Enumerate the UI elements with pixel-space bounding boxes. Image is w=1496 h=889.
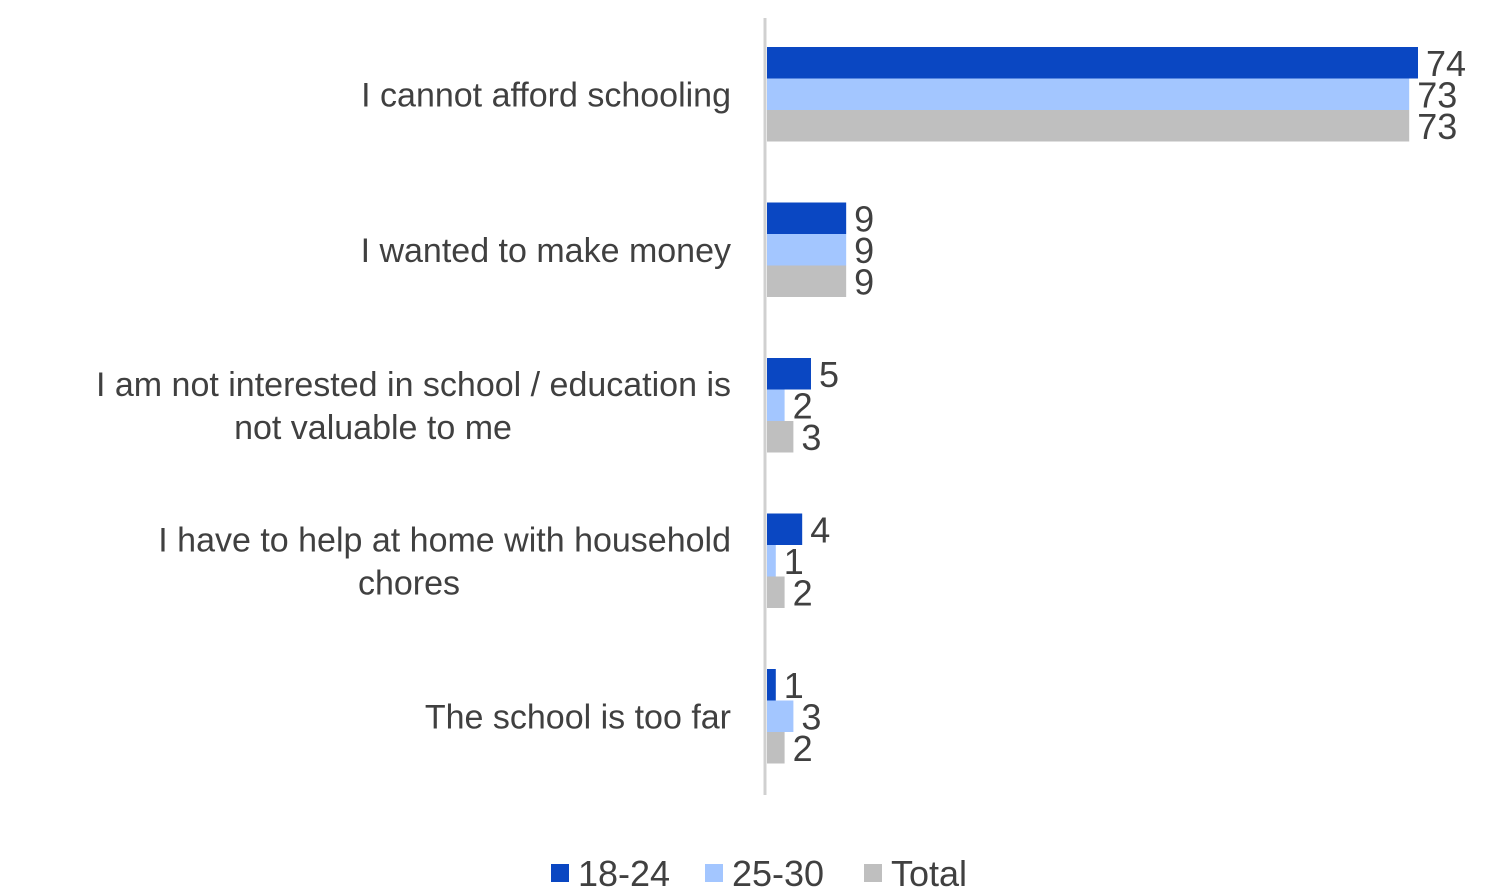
bar-total-4 [767, 732, 785, 764]
value-label: 9 [854, 230, 874, 271]
category-label: I have to help at home with household [158, 521, 731, 559]
category-label: not valuable to me [234, 409, 512, 447]
legend-swatch-25-30 [705, 864, 723, 882]
legend-label: Total [891, 853, 967, 889]
bar-18-24-3 [767, 513, 803, 545]
value-label: 73 [1417, 106, 1457, 147]
value-label: 73 [1417, 74, 1457, 115]
value-label: 2 [793, 385, 813, 426]
category-labels-group: I cannot afford schooling I wanted to mak… [96, 76, 731, 736]
value-label: 3 [801, 696, 821, 737]
legend-label: 18-24 [578, 853, 670, 889]
value-label: 5 [819, 354, 839, 395]
legend-swatch-18-24 [551, 864, 569, 882]
bar-18-24-4 [767, 669, 776, 701]
bar-25-30-3 [767, 545, 776, 577]
value-label: 9 [854, 261, 874, 302]
bar-total-2 [767, 421, 794, 453]
bar-25-30-4 [767, 700, 794, 732]
legend: 18-24 25-30 Total [551, 853, 967, 889]
value-label: 4 [810, 509, 830, 550]
category-label: chores [358, 564, 460, 602]
value-label: 74 [1426, 43, 1466, 84]
bar-total-3 [767, 576, 785, 608]
category-label: I wanted to make money [361, 232, 731, 270]
bar-18-24-0 [767, 47, 1418, 79]
bar-25-30-0 [767, 78, 1410, 110]
bar-18-24-1 [767, 202, 847, 234]
value-label: 9 [854, 198, 874, 239]
value-label: 3 [801, 417, 821, 458]
value-label: 2 [793, 728, 813, 769]
bar-25-30-1 [767, 234, 847, 266]
value-label: 1 [784, 665, 804, 706]
bar-total-1 [767, 265, 847, 297]
bar-total-0 [767, 110, 1410, 142]
legend-label: 25-30 [732, 853, 824, 889]
category-label: I cannot afford schooling [361, 76, 731, 114]
bar-18-24-2 [767, 358, 811, 390]
legend-swatch-total [864, 864, 882, 882]
bar-25-30-2 [767, 389, 785, 421]
category-label: I am not interested in school / educatio… [96, 366, 731, 404]
value-label: 2 [793, 572, 813, 613]
category-label: The school is too far [425, 698, 731, 736]
value-label: 1 [784, 541, 804, 582]
bars-group [767, 47, 1418, 764]
